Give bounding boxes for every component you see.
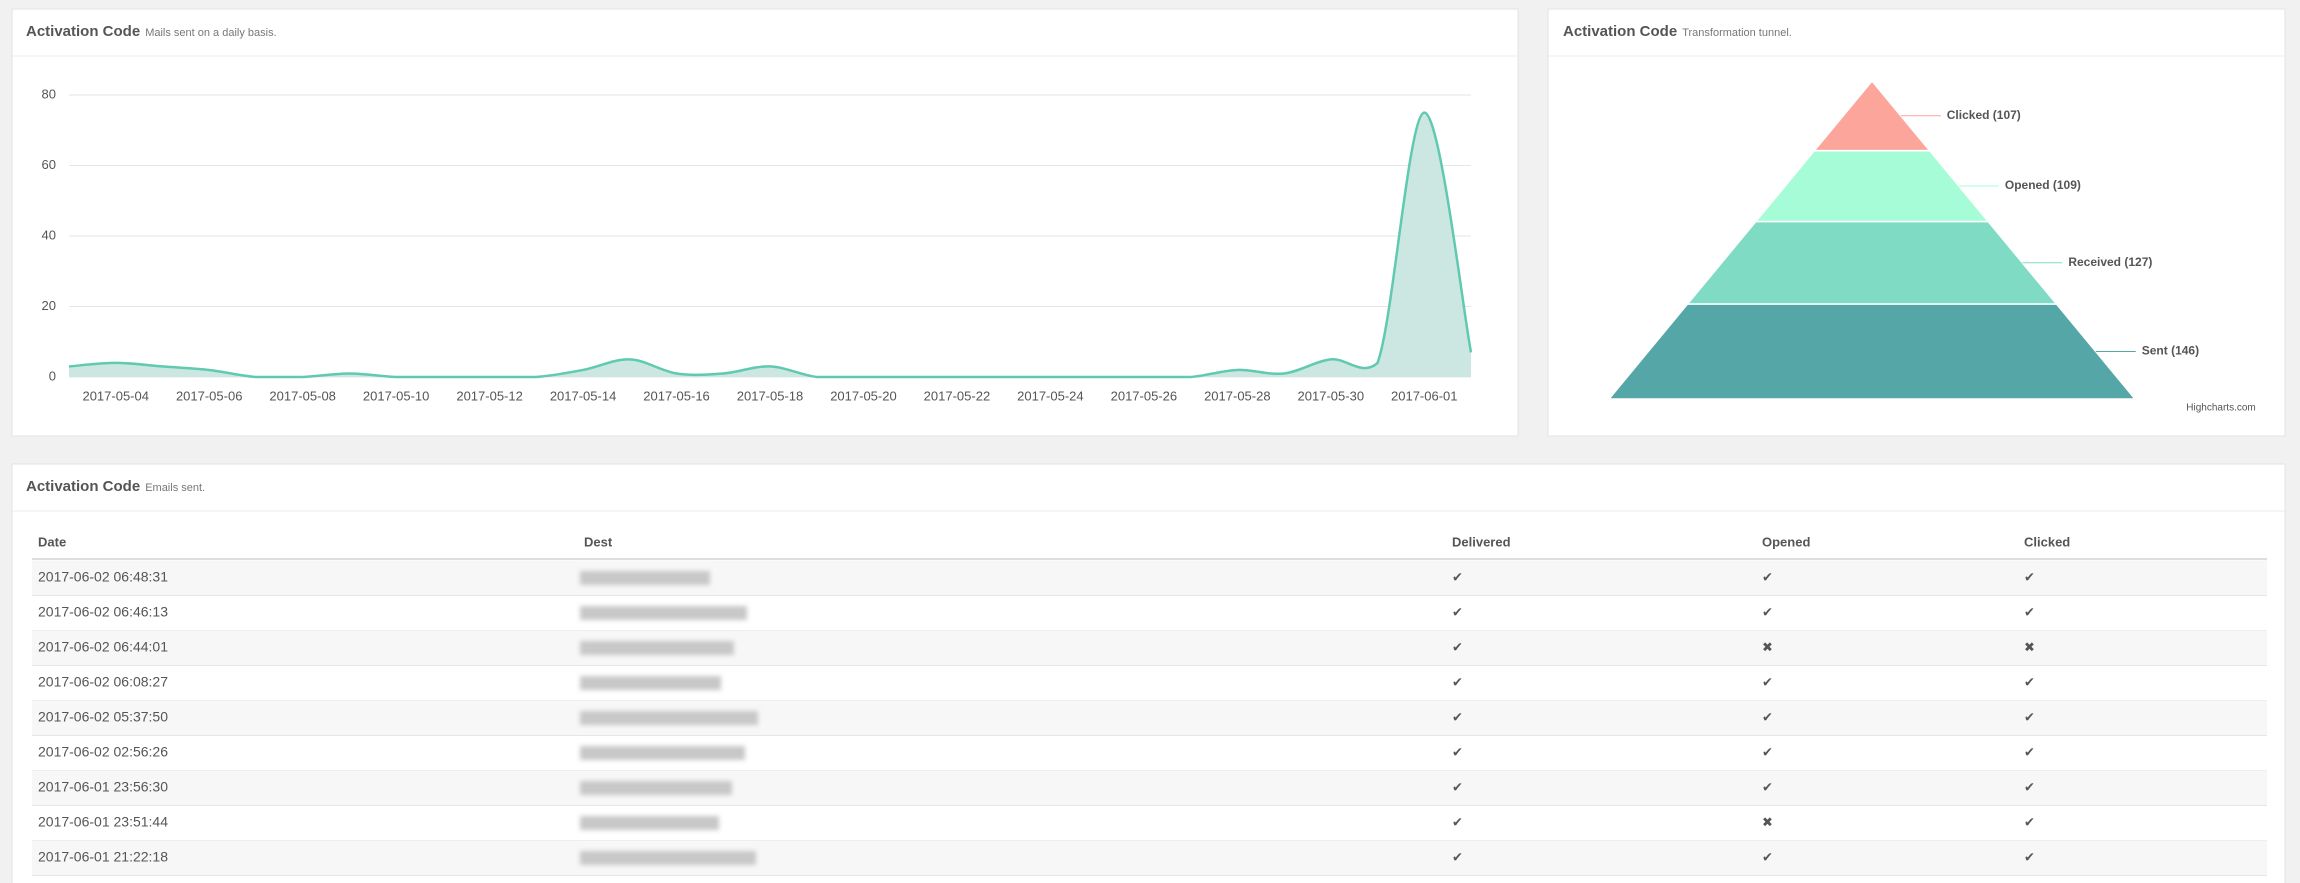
x-tick-label: 2017-05-08 (269, 388, 336, 403)
status-icon: ✔ (1452, 814, 1463, 829)
status-icon: ✔ (1762, 744, 1773, 759)
status-icon: ✔ (2024, 709, 2035, 724)
status-icon: ✔ (2024, 674, 2035, 689)
status-icon: ✔ (2024, 779, 2035, 794)
row-background (32, 630, 2267, 666)
pyramid-segment (1607, 303, 2137, 400)
status-icon: ✔ (1452, 744, 1463, 759)
column-header: Opened (1762, 534, 1810, 549)
blurred-dest (580, 781, 732, 795)
status-icon: ✔ (1762, 779, 1773, 794)
cell-date: 2017-06-02 06:46:13 (38, 604, 168, 620)
blurred-dest (580, 851, 756, 865)
status-icon: ✔ (1762, 849, 1773, 864)
y-tick-label: 80 (42, 86, 56, 101)
column-header: Clicked (2024, 534, 2070, 549)
blurred-dest (580, 746, 745, 760)
y-tick-label: 20 (42, 298, 56, 313)
credits: Highcharts.com (2186, 403, 2255, 414)
status-icon: ✔ (1452, 779, 1463, 794)
cell-date: 2017-06-01 23:51:44 (38, 814, 168, 830)
x-tick-label: 2017-05-22 (924, 388, 991, 403)
x-tick-label: 2017-05-06 (176, 388, 243, 403)
cell-date: 2017-06-01 23:56:30 (38, 779, 168, 795)
x-tick-label: 2017-05-16 (643, 388, 710, 403)
status-icon: ✔ (2024, 604, 2035, 619)
panel (11, 463, 2286, 883)
row-background (32, 560, 2267, 596)
x-tick-label: 2017-05-12 (456, 388, 523, 403)
row-background (32, 700, 2267, 736)
status-icon: ✔ (1452, 849, 1463, 864)
x-tick-label: 2017-05-10 (363, 388, 430, 403)
status-icon: ✔ (1452, 674, 1463, 689)
blurred-dest (580, 571, 710, 585)
status-icon: ✔ (1452, 639, 1463, 654)
data-label: Sent (146) (2142, 344, 2199, 358)
status-icon: ✔ (2024, 569, 2035, 584)
blurred-dest (580, 676, 721, 690)
panel-subtitle: Transformation tunnel. (1682, 27, 1792, 39)
panel-title: Activation Code (26, 23, 140, 40)
status-icon: ✖ (1762, 639, 1773, 654)
blurred-dest (580, 816, 719, 830)
x-tick-label: 2017-05-30 (1298, 388, 1365, 403)
status-icon: ✔ (1452, 604, 1463, 619)
status-icon: ✖ (1762, 814, 1773, 829)
x-tick-label: 2017-05-20 (830, 388, 897, 403)
status-icon: ✔ (1452, 709, 1463, 724)
status-icon: ✔ (1452, 569, 1463, 584)
panel-title: Activation Code (1563, 23, 1677, 40)
x-tick-label: 2017-06-01 (1391, 388, 1458, 403)
data-label: Opened (109) (2005, 178, 2081, 192)
y-tick-label: 40 (42, 227, 56, 242)
panel-title: Activation Code (26, 478, 140, 495)
area-line (68, 111, 1473, 379)
column-header: Dest (584, 534, 613, 549)
panel (11, 8, 1519, 437)
data-label: Received (127) (2068, 255, 2152, 269)
x-tick-label: 2017-05-18 (737, 388, 804, 403)
status-icon: ✔ (1762, 569, 1773, 584)
cell-date: 2017-06-01 21:22:18 (38, 849, 168, 865)
data-label: Clicked (107) (1947, 108, 2021, 122)
cell-date: 2017-06-02 06:08:27 (38, 674, 168, 690)
blurred-dest (580, 606, 747, 620)
column-header: Delivered (1452, 534, 1511, 549)
blurred-dest (580, 641, 734, 655)
y-tick-label: 0 (49, 368, 56, 383)
cell-date: 2017-06-02 02:56:26 (38, 744, 168, 760)
status-icon: ✔ (2024, 744, 2035, 759)
status-icon: ✔ (1762, 709, 1773, 724)
cell-date: 2017-06-02 05:37:50 (38, 709, 168, 725)
status-icon: ✔ (2024, 849, 2035, 864)
blurred-dest (580, 711, 758, 725)
y-tick-label: 60 (42, 157, 56, 172)
x-tick-label: 2017-05-24 (1017, 388, 1084, 403)
x-tick-label: 2017-05-14 (550, 388, 617, 403)
status-icon: ✖ (2024, 639, 2035, 654)
panel-subtitle: Emails sent. (145, 482, 205, 494)
status-icon: ✔ (1762, 674, 1773, 689)
cell-date: 2017-06-02 06:48:31 (38, 569, 168, 585)
panel-subtitle: Mails sent on a daily basis. (145, 27, 276, 39)
x-tick-label: 2017-05-04 (82, 388, 149, 403)
x-tick-label: 2017-05-26 (1111, 388, 1178, 403)
row-background (32, 840, 2267, 876)
row-background (32, 770, 2267, 806)
column-header: Date (38, 534, 66, 549)
status-icon: ✔ (1762, 604, 1773, 619)
x-tick-label: 2017-05-28 (1204, 388, 1271, 403)
status-icon: ✔ (2024, 814, 2035, 829)
cell-date: 2017-06-02 06:44:01 (38, 639, 168, 655)
